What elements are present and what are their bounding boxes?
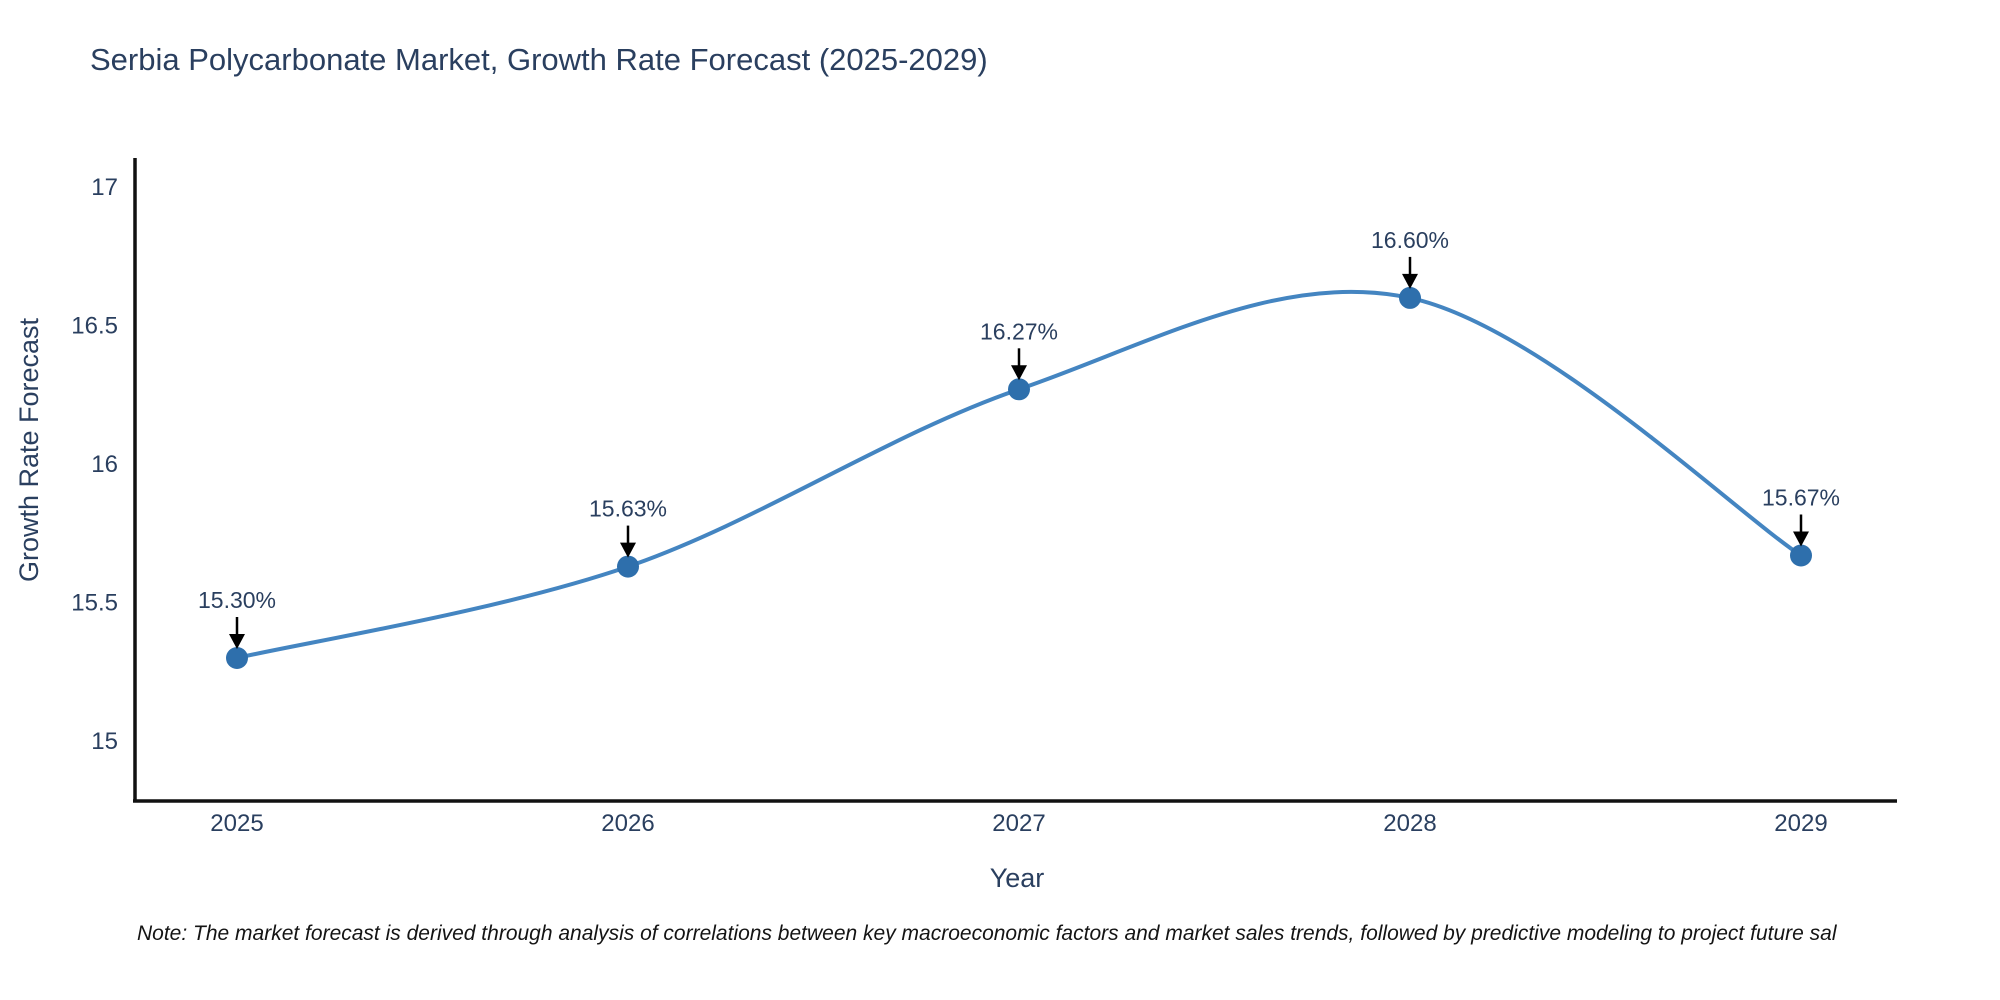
point-value-label: 15.63% xyxy=(589,496,667,522)
footnote: Note: The market forecast is derived thr… xyxy=(137,922,1838,945)
forecast-line xyxy=(235,289,1803,660)
plot-area: 15 15.5 16 16.5 17 2025 2026 2027 2028 2029 15.30%… xyxy=(71,158,1897,837)
point-value-label: 16.60% xyxy=(1371,227,1449,253)
y-tick-label: 16.5 xyxy=(71,313,118,340)
annotation-arrow-head xyxy=(1402,273,1418,289)
annotation-arrow-head xyxy=(1011,365,1027,381)
y-tick-label: 16 xyxy=(91,451,118,478)
x-tick-label: 2028 xyxy=(1383,810,1436,837)
y-tick-label: 17 xyxy=(91,174,118,201)
point-value-label: 15.67% xyxy=(1762,485,1840,511)
point-value-label: 16.27% xyxy=(980,318,1058,344)
chart-title: Serbia Polycarbonate Market, Growth Rate… xyxy=(90,42,988,77)
x-tick-label: 2025 xyxy=(210,810,263,837)
annotation-arrow-head xyxy=(1793,531,1809,547)
annotation-arrow-head xyxy=(229,634,245,649)
x-tick-label: 2029 xyxy=(1774,810,1827,837)
y-axis-title: Growth Rate Forecast xyxy=(14,317,44,582)
y-tick-label: 15 xyxy=(91,728,118,755)
data-point-2028[interactable] xyxy=(1399,286,1421,309)
data-point-2027[interactable] xyxy=(1008,378,1030,401)
x-axis-title: Year xyxy=(990,863,1045,893)
point-value-label: 15.30% xyxy=(198,587,276,613)
x-tick-label: 2026 xyxy=(601,810,654,837)
data-point-2025[interactable] xyxy=(226,647,248,669)
y-tick-label: 15.5 xyxy=(71,590,118,617)
data-point-2026[interactable] xyxy=(617,555,639,578)
x-tick-label: 2027 xyxy=(992,810,1045,837)
annotation-arrow-head xyxy=(620,542,636,558)
data-point-2029[interactable] xyxy=(1790,544,1812,567)
